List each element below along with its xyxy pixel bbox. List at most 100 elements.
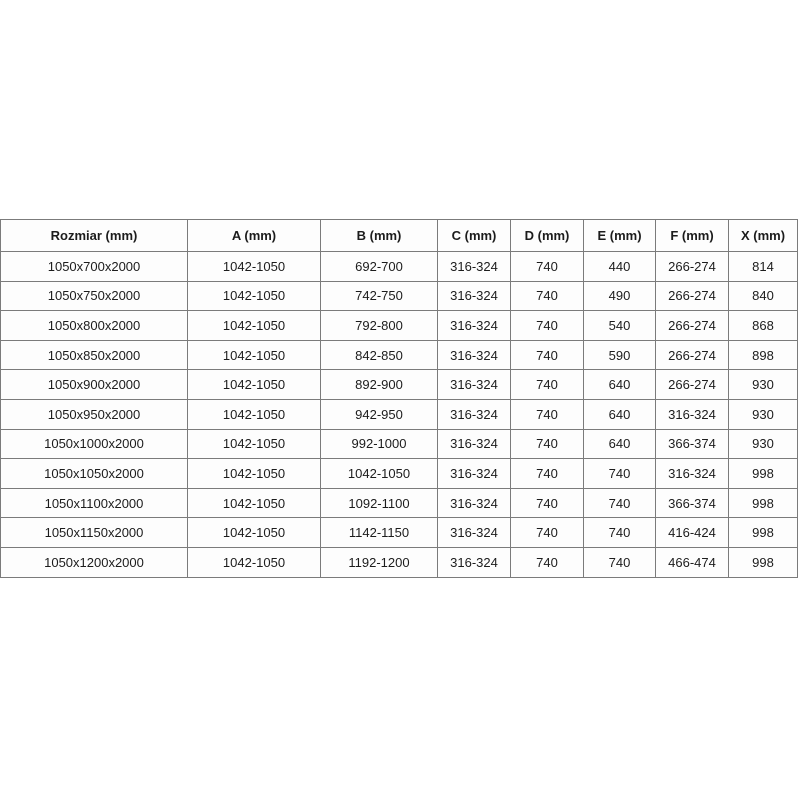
column-header: C (mm) — [437, 219, 511, 252]
table-cell: 640 — [583, 398, 656, 430]
table-cell: 266-274 — [655, 339, 729, 371]
column-header: F (mm) — [655, 219, 729, 252]
column-header: X (mm) — [728, 219, 798, 252]
column-header: D (mm) — [510, 219, 584, 252]
table-cell: 930 — [728, 428, 798, 460]
table-cell: 1050x700x2000 — [0, 251, 188, 282]
table-cell: 1050x1200x2000 — [0, 546, 188, 578]
column-header: A (mm) — [187, 219, 321, 252]
table-body: 1050x700x2000 1042-1050 692-700 316-324 740 4… — [0, 251, 798, 578]
table-cell: 742-750 — [320, 280, 438, 312]
table-cell: 740 — [510, 458, 584, 489]
table-cell: 1042-1050 — [187, 517, 321, 548]
table-cell: 266-274 — [655, 310, 729, 341]
table-cell: 1042-1050 — [320, 458, 438, 489]
column-header: E (mm) — [583, 219, 656, 252]
table-cell: 1042-1050 — [187, 428, 321, 460]
column-header: B (mm) — [320, 219, 438, 252]
table-cell: 640 — [583, 428, 656, 460]
table-cell: 1042-1050 — [187, 339, 321, 371]
table-cell: 998 — [728, 546, 798, 578]
table-cell: 740 — [510, 546, 584, 578]
table-cell: 316-324 — [437, 517, 511, 548]
table-cell: 998 — [728, 487, 798, 519]
table-row: 1050x850x2000 1042-1050 842-850 316-324 740 5… — [0, 339, 798, 371]
table-cell: 740 — [510, 517, 584, 548]
table-cell: 740 — [510, 251, 584, 282]
table-row: 1050x700x2000 1042-1050 692-700 316-324 740 4… — [0, 251, 798, 282]
table-cell: 1092-1100 — [320, 487, 438, 519]
table-cell: 316-324 — [437, 428, 511, 460]
table-cell: 930 — [728, 398, 798, 430]
table-cell: 590 — [583, 339, 656, 371]
table-row: 1050x1100x2000 1042-1050 1092-1100 316-324 7… — [0, 487, 798, 519]
table-cell: 740 — [583, 458, 656, 489]
table-cell: 366-374 — [655, 487, 729, 519]
table-cell: 490 — [583, 280, 656, 312]
table-cell: 1050x1000x2000 — [0, 428, 188, 460]
table-cell: 740 — [510, 369, 584, 400]
table-cell: 892-900 — [320, 369, 438, 400]
table-cell: 640 — [583, 369, 656, 400]
table-cell: 1042-1050 — [187, 310, 321, 341]
table-cell: 1050x1050x2000 — [0, 458, 188, 489]
table-cell: 1050x850x2000 — [0, 339, 188, 371]
table-cell: 740 — [510, 310, 584, 341]
table-cell: 316-324 — [437, 398, 511, 430]
table-cell: 740 — [510, 339, 584, 371]
table-cell: 1042-1050 — [187, 458, 321, 489]
table-cell: 266-274 — [655, 369, 729, 400]
table-cell: 740 — [583, 517, 656, 548]
table-cell: 842-850 — [320, 339, 438, 371]
table-cell: 898 — [728, 339, 798, 371]
table-cell: 868 — [728, 310, 798, 341]
table-cell: 316-324 — [437, 487, 511, 519]
table-cell: 1050x1150x2000 — [0, 517, 188, 548]
table-cell: 998 — [728, 517, 798, 548]
table-cell: 740 — [583, 487, 656, 519]
table-cell: 1042-1050 — [187, 398, 321, 430]
header-row: Rozmiar (mm) A (mm) B (mm) C (mm) D (mm) E (m… — [0, 219, 798, 252]
table-cell: 930 — [728, 369, 798, 400]
table-row: 1050x1200x2000 1042-1050 1192-1200 316-324 7… — [0, 546, 798, 578]
table-cell: 1050x950x2000 — [0, 398, 188, 430]
table-cell: 316-324 — [437, 280, 511, 312]
table-cell: 316-324 — [655, 398, 729, 430]
table-cell: 266-274 — [655, 280, 729, 312]
table-cell: 1050x1100x2000 — [0, 487, 188, 519]
table-cell: 316-324 — [437, 546, 511, 578]
table-cell: 266-274 — [655, 251, 729, 282]
table-cell: 1042-1050 — [187, 280, 321, 312]
table-cell: 740 — [510, 487, 584, 519]
table-row: 1050x1000x2000 1042-1050 992-1000 316-324 74… — [0, 428, 798, 460]
table-cell: 416-424 — [655, 517, 729, 548]
table-cell: 814 — [728, 251, 798, 282]
table-cell: 792-800 — [320, 310, 438, 341]
table-cell: 992-1000 — [320, 428, 438, 460]
table-cell: 540 — [583, 310, 656, 341]
table-cell: 316-324 — [437, 310, 511, 341]
table-cell: 316-324 — [437, 458, 511, 489]
table-cell: 366-374 — [655, 428, 729, 460]
table-row: 1050x950x2000 1042-1050 942-950 316-324 740 6… — [0, 398, 798, 430]
table-cell: 740 — [510, 280, 584, 312]
table-row: 1050x1150x2000 1042-1050 1142-1150 316-324 7… — [0, 517, 798, 548]
table-row: 1050x750x2000 1042-1050 742-750 316-324 740 4… — [0, 280, 798, 312]
table-cell: 840 — [728, 280, 798, 312]
column-header: Rozmiar (mm) — [0, 219, 188, 252]
table-cell: 740 — [510, 398, 584, 430]
table-cell: 740 — [583, 546, 656, 578]
table-cell: 1050x750x2000 — [0, 280, 188, 312]
table-cell: 740 — [510, 428, 584, 460]
table-row: 1050x800x2000 1042-1050 792-800 316-324 740 5… — [0, 310, 798, 341]
table-cell: 1142-1150 — [320, 517, 438, 548]
table-row: 1050x1050x2000 1042-1050 1042-1050 316-324 7… — [0, 458, 798, 489]
table-cell: 1042-1050 — [187, 487, 321, 519]
table-cell: 316-324 — [437, 339, 511, 371]
table-cell: 440 — [583, 251, 656, 282]
table-cell: 942-950 — [320, 398, 438, 430]
table-cell: 998 — [728, 458, 798, 489]
table-cell: 466-474 — [655, 546, 729, 578]
table-cell: 1192-1200 — [320, 546, 438, 578]
